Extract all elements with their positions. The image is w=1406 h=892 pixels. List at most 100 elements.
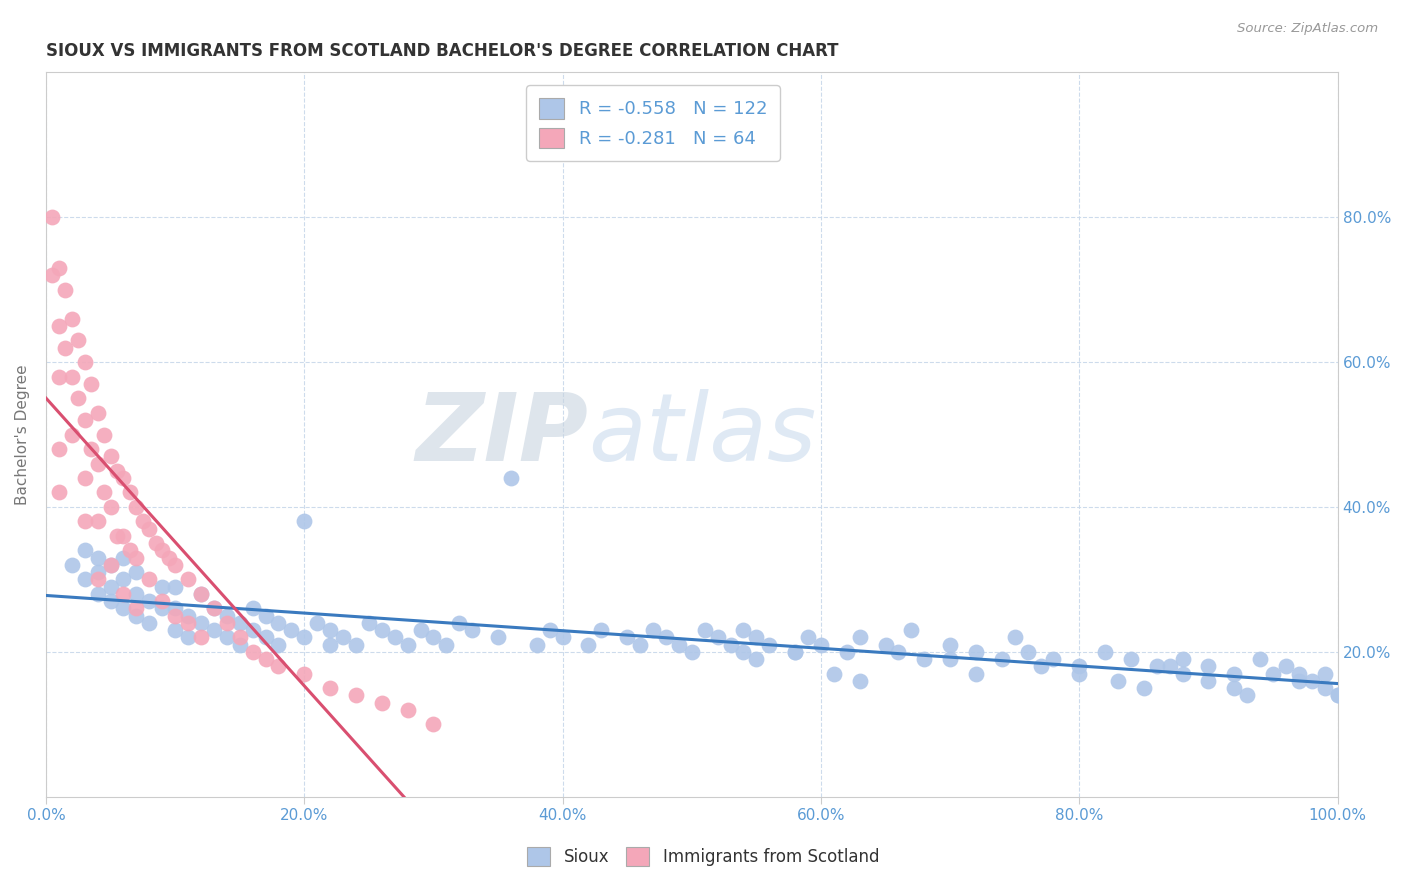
Point xyxy=(41,211,63,225)
Point xyxy=(202,601,225,615)
Point xyxy=(875,638,897,652)
Point xyxy=(292,515,315,529)
Point xyxy=(785,645,807,659)
Point xyxy=(118,485,141,500)
Point xyxy=(745,652,768,666)
Point xyxy=(60,311,83,326)
Point xyxy=(344,688,367,702)
Point xyxy=(1326,688,1348,702)
Point xyxy=(797,631,820,645)
Point xyxy=(1275,659,1298,673)
Point xyxy=(1223,666,1246,681)
Point xyxy=(242,623,264,637)
Point xyxy=(150,580,173,594)
Text: SIOUX VS IMMIGRANTS FROM SCOTLAND BACHELOR'S DEGREE CORRELATION CHART: SIOUX VS IMMIGRANTS FROM SCOTLAND BACHEL… xyxy=(46,42,838,60)
Point xyxy=(242,601,264,615)
Point xyxy=(785,645,807,659)
Point xyxy=(100,500,122,514)
Point xyxy=(215,615,238,630)
Text: atlas: atlas xyxy=(589,389,817,480)
Point xyxy=(1171,666,1194,681)
Point xyxy=(733,645,755,659)
Point xyxy=(810,638,832,652)
Point xyxy=(150,594,173,608)
Point xyxy=(1171,652,1194,666)
Point xyxy=(105,464,128,478)
Point xyxy=(228,631,250,645)
Point xyxy=(616,631,638,645)
Point xyxy=(112,573,135,587)
Point xyxy=(848,631,870,645)
Point xyxy=(254,608,277,623)
Point xyxy=(125,565,148,579)
Point xyxy=(112,471,135,485)
Point xyxy=(190,587,212,601)
Point xyxy=(1004,631,1026,645)
Point xyxy=(939,652,962,666)
Point xyxy=(1249,652,1271,666)
Point xyxy=(165,623,187,637)
Point xyxy=(254,652,277,666)
Point xyxy=(1223,681,1246,695)
Point xyxy=(396,703,419,717)
Point xyxy=(292,666,315,681)
Point xyxy=(48,318,70,333)
Point xyxy=(1069,659,1091,673)
Point xyxy=(112,601,135,615)
Point xyxy=(48,260,70,275)
Point xyxy=(215,631,238,645)
Point xyxy=(267,615,290,630)
Point xyxy=(80,442,103,456)
Point xyxy=(526,638,548,652)
Point xyxy=(228,615,250,630)
Point xyxy=(668,638,690,652)
Point xyxy=(1326,688,1348,702)
Point xyxy=(112,587,135,601)
Point xyxy=(48,485,70,500)
Point xyxy=(307,615,329,630)
Point xyxy=(681,645,703,659)
Point xyxy=(73,471,96,485)
Point xyxy=(384,631,406,645)
Point xyxy=(177,631,200,645)
Point xyxy=(215,608,238,623)
Point xyxy=(73,573,96,587)
Point xyxy=(73,355,96,369)
Point xyxy=(112,550,135,565)
Point xyxy=(1042,652,1064,666)
Point xyxy=(733,623,755,637)
Point xyxy=(190,615,212,630)
Point xyxy=(157,550,180,565)
Point xyxy=(422,717,444,731)
Point xyxy=(165,608,187,623)
Legend: R = -0.558   N = 122, R = -0.281   N = 64: R = -0.558 N = 122, R = -0.281 N = 64 xyxy=(526,85,780,161)
Point xyxy=(449,615,471,630)
Point xyxy=(80,376,103,391)
Point xyxy=(150,543,173,558)
Point xyxy=(138,522,160,536)
Point xyxy=(332,631,354,645)
Point xyxy=(939,638,962,652)
Legend: Sioux, Immigrants from Scotland: Sioux, Immigrants from Scotland xyxy=(519,838,887,875)
Point xyxy=(991,652,1014,666)
Point xyxy=(1301,673,1323,688)
Point xyxy=(1236,688,1258,702)
Point xyxy=(145,536,167,550)
Point xyxy=(202,623,225,637)
Point xyxy=(1017,645,1039,659)
Point xyxy=(60,427,83,442)
Point xyxy=(73,515,96,529)
Point xyxy=(48,442,70,456)
Point xyxy=(177,608,200,623)
Point xyxy=(461,623,484,637)
Point xyxy=(655,631,678,645)
Point xyxy=(1029,659,1052,673)
Point xyxy=(53,283,76,297)
Point xyxy=(100,450,122,464)
Point xyxy=(267,659,290,673)
Point xyxy=(190,587,212,601)
Point xyxy=(125,608,148,623)
Point xyxy=(67,392,90,406)
Point xyxy=(319,638,342,652)
Point xyxy=(371,696,394,710)
